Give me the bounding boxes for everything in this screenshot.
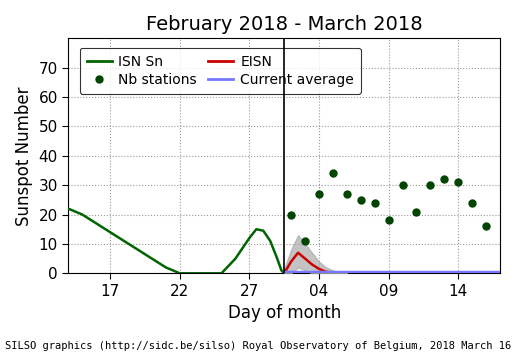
Point: [301, 238, 309, 244]
Title: February 2018 - March 2018: February 2018 - March 2018: [146, 15, 422, 34]
Point: [329, 171, 337, 176]
Point: [399, 182, 407, 188]
Point: [413, 209, 421, 214]
Point: [315, 191, 323, 197]
Point: [287, 212, 295, 217]
Point: [371, 200, 379, 206]
Point: [440, 176, 449, 182]
Point: [426, 182, 435, 188]
Point: [342, 191, 351, 197]
Point: [468, 200, 476, 206]
Y-axis label: Sunspot Number: Sunspot Number: [15, 86, 33, 225]
Point: [385, 218, 393, 223]
Text: SILSO graphics (http://sidc.be/silso) Royal Observatory of Belgium, 2018 March 1: SILSO graphics (http://sidc.be/silso) Ro…: [5, 342, 511, 351]
Point: [454, 179, 462, 185]
Legend: ISN Sn, Nb stations, EISN, Current average: ISN Sn, Nb stations, EISN, Current avera…: [80, 48, 361, 94]
Point: [356, 197, 365, 203]
X-axis label: Day of month: Day of month: [228, 304, 341, 322]
Point: [482, 223, 490, 229]
